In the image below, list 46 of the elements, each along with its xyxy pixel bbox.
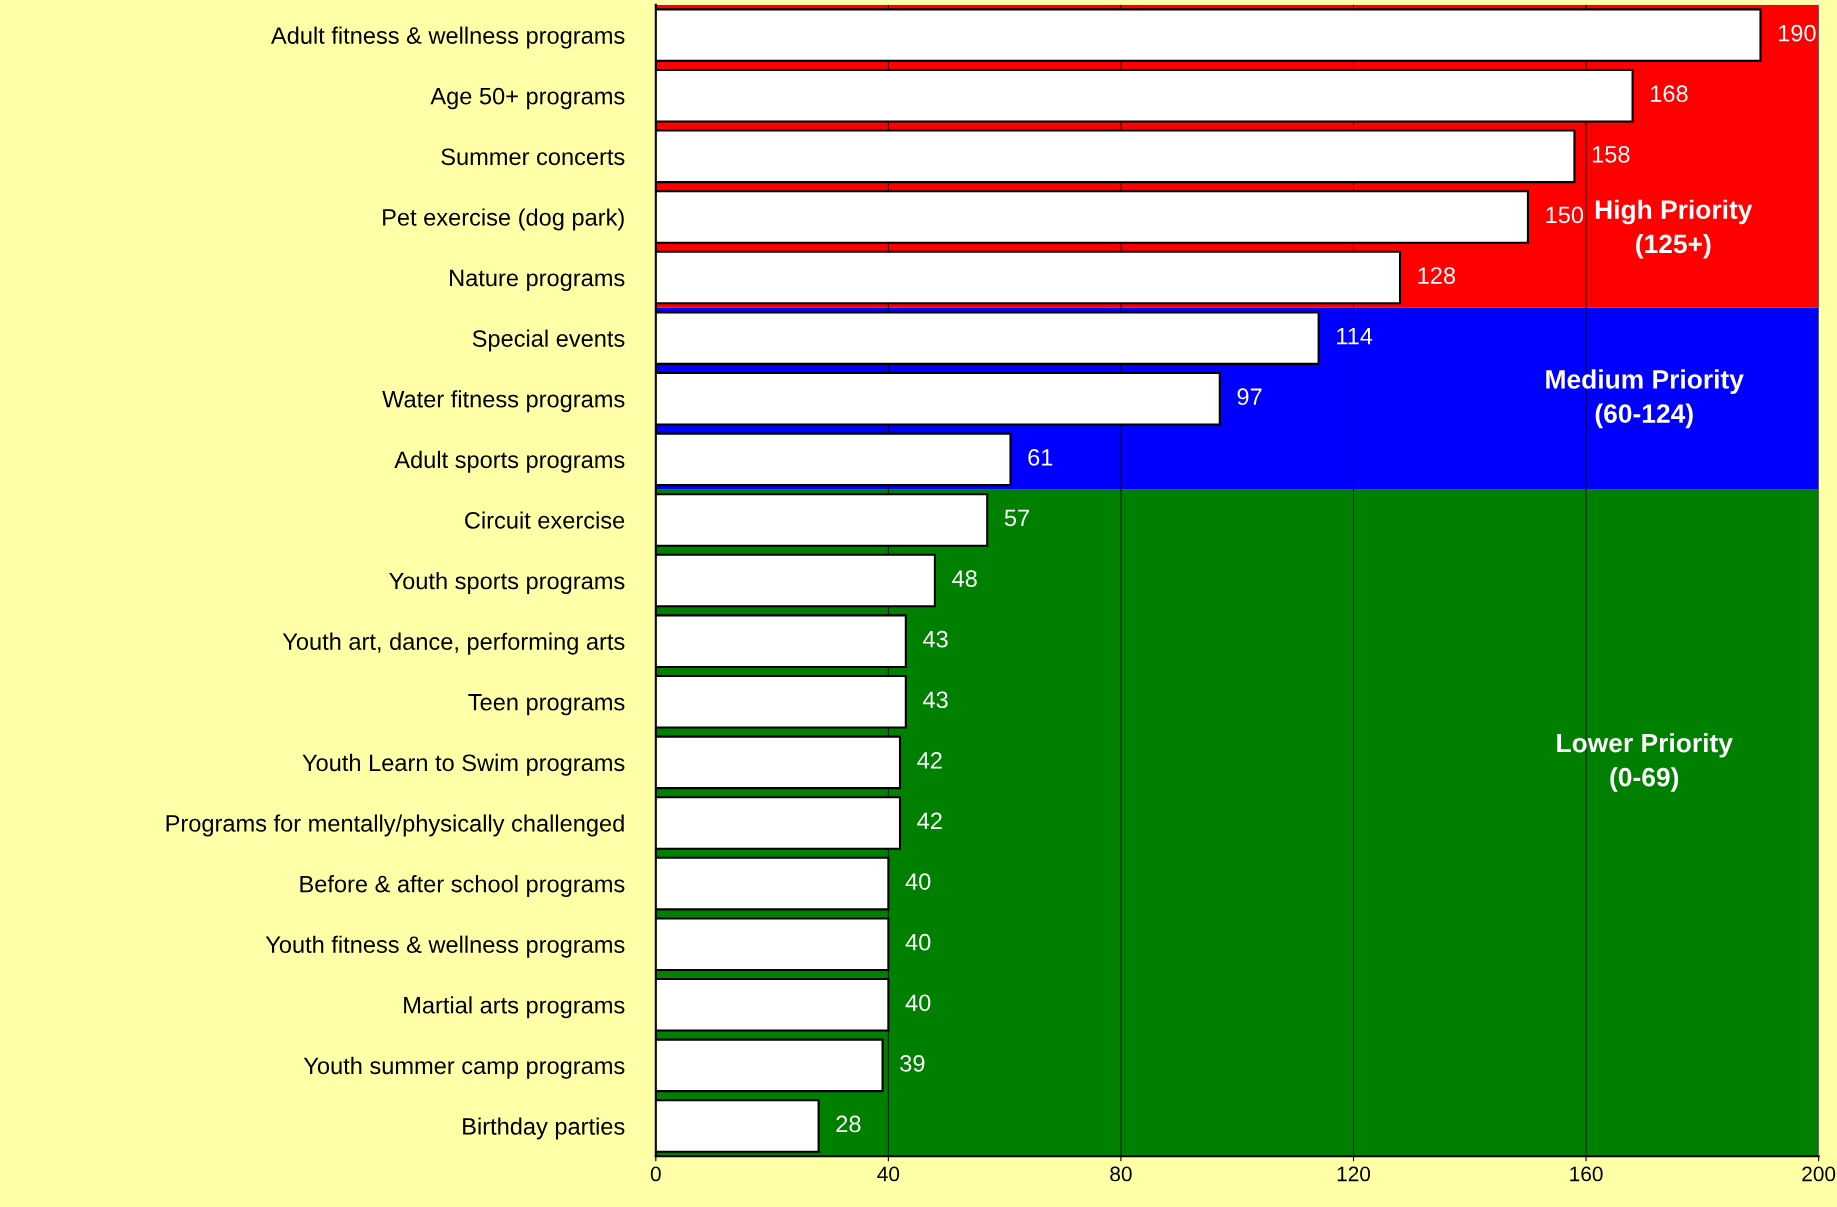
data-label: 43 [923, 691, 948, 709]
y-tick-label: Programs for mentally/physically challenged [166, 814, 624, 837]
band-label: High Priority (125+) [1595, 199, 1753, 259]
data-label: 57 [1004, 509, 1029, 527]
data-label: 43 [923, 630, 948, 648]
data-label: 39 [900, 1055, 925, 1072]
x-tick-label: 40 [877, 1166, 900, 1182]
data-label: 158 [1592, 145, 1630, 163]
y-tick-label: Nature programs [450, 269, 625, 291]
y-tick-label: Youth fitness & wellness programs [265, 935, 625, 958]
data-label: 40 [905, 873, 931, 890]
data-label: 28 [836, 1115, 861, 1133]
x-tick-label: 200 [1802, 1166, 1836, 1182]
data-label: 42 [917, 812, 942, 830]
y-tick-label: Martial arts programs [404, 996, 625, 1019]
data-label: 150 [1546, 206, 1584, 224]
data-label: 40 [905, 933, 931, 951]
y-tick-label: Adult fitness & wellness programs [271, 26, 625, 49]
data-label: 40 [905, 994, 931, 1012]
x-tick-label: 160 [1570, 1166, 1603, 1182]
y-tick-label: Water fitness programs [382, 390, 625, 413]
y-tick-label: Pet exercise (dog park) [383, 208, 624, 231]
y-tick-label: Youth sports programs [389, 572, 625, 595]
y-tick-label: Youth summer camp programs [303, 1056, 625, 1079]
x-tick-label: 80 [1110, 1166, 1132, 1182]
band-label: Medium Priority (60-124) [1546, 369, 1744, 429]
y-tick-label: Youth Learn to Swim programs [302, 753, 625, 776]
x-tick-label: 120 [1337, 1166, 1371, 1182]
x-tick-label: 0 [650, 1166, 661, 1182]
y-tick-label: Summer concerts [441, 148, 625, 166]
data-label: 190 [1778, 24, 1816, 42]
data-label: 61 [1028, 448, 1053, 466]
data-label: 128 [1418, 267, 1456, 284]
y-tick-label: Birthday parties [463, 1117, 625, 1140]
y-tick-label: Special events [472, 329, 625, 352]
y-tick-label: Youth art, dance, performing arts [282, 632, 625, 655]
y-tick-label: Age 50+ programs [430, 87, 625, 110]
band-label: Lower Priority (0-69) [1557, 733, 1733, 792]
data-label: 48 [952, 570, 977, 587]
y-tick-label: Before & after school programs [300, 875, 625, 898]
y-tick-label: Circuit exercise [465, 511, 625, 529]
data-label: 42 [917, 752, 942, 769]
data-label: 168 [1651, 85, 1688, 103]
y-tick-label: Adult sports programs [394, 450, 625, 473]
data-label: 97 [1237, 388, 1262, 406]
y-tick-label: Teen programs [468, 694, 625, 716]
